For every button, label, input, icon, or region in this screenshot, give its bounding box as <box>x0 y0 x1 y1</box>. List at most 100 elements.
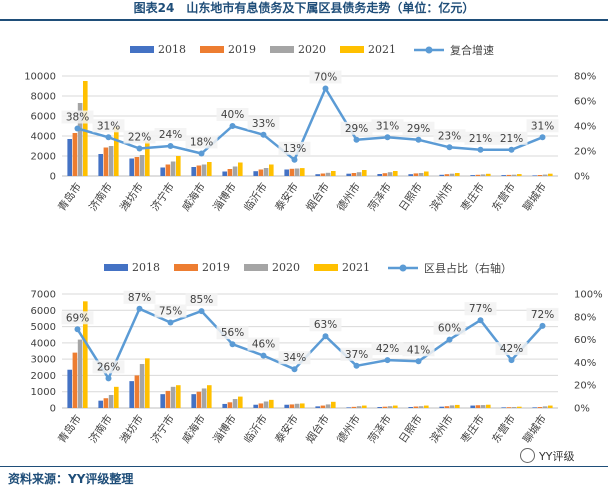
line-series <box>77 87 543 162</box>
legend-label-2021: 2021 <box>368 43 396 56</box>
bar-2019-滨州市 <box>444 174 450 176</box>
data-label: 37% <box>345 349 368 361</box>
bar-2021-威海市 <box>207 162 212 176</box>
data-label: 18% <box>190 137 213 149</box>
data-label: 85% <box>190 294 213 306</box>
legend-label-2018: 2018 <box>132 261 160 274</box>
y-tick-label: 6000 <box>31 112 56 123</box>
data-label-bg <box>371 342 404 356</box>
data-label-bg <box>371 119 404 133</box>
bar-2018-淄博市 <box>222 403 227 408</box>
category-label: 枣庄市 <box>458 412 487 445</box>
bar-2018-烟台市 <box>315 174 320 176</box>
bar-2019-菏泽市 <box>382 406 388 408</box>
bar-2020-泰安市 <box>294 168 300 176</box>
category-label: 济宁市 <box>148 412 177 445</box>
data-label: 42% <box>376 343 399 355</box>
category-label: 临沂市 <box>241 180 270 213</box>
bar-2019-潍坊市 <box>134 375 140 408</box>
data-label: 34% <box>283 352 306 364</box>
bar-2018-聊城市 <box>532 175 537 176</box>
data-label-bg <box>433 321 466 335</box>
data-label: 23% <box>438 130 461 142</box>
legend-label-2020: 2020 <box>298 43 326 56</box>
bar-2018-枣庄市 <box>470 175 475 176</box>
legend-swatch-2019 <box>174 264 198 271</box>
bar-2020-聊城市 <box>542 174 548 176</box>
bar-2020-日照市 <box>418 406 424 408</box>
y2-tick-label: 80% <box>574 72 596 83</box>
combo-charts: 2018 2019 2020 2021 复合增速 0 2000 4000 6000 8000 100… <box>24 43 602 446</box>
bar-2021-东营市 <box>517 174 522 176</box>
line-point <box>446 144 453 151</box>
data-label: 63% <box>314 319 337 331</box>
bar-2019-东营市 <box>506 407 512 408</box>
bar-2018-临沂市 <box>253 404 258 408</box>
legend-label-line: 复合增速 <box>450 43 494 57</box>
bar-2021-淄博市 <box>238 162 243 176</box>
data-label: 87% <box>128 292 151 304</box>
data-label: 13% <box>283 143 306 155</box>
line-point <box>291 366 298 373</box>
data-label: 60% <box>438 323 461 335</box>
bar-2019-枣庄市 <box>475 174 481 176</box>
wechat-icon <box>520 448 535 463</box>
watermark: YY评级 <box>520 448 574 464</box>
data-label-bg <box>340 121 373 135</box>
bar-2021-枣庄市 <box>486 173 491 176</box>
bar-2020-烟台市 <box>325 172 331 176</box>
line-point <box>291 156 298 163</box>
bar-2021-滨州市 <box>455 173 460 176</box>
line-point <box>384 134 391 141</box>
category-label: 济宁市 <box>148 180 177 213</box>
bar-2020-临沂市 <box>263 401 269 408</box>
bar-2019-烟台市 <box>320 173 326 176</box>
data-label-bg <box>402 121 435 135</box>
bar-2020-聊城市 <box>542 406 548 408</box>
y2-tick-label: 20% <box>574 381 596 392</box>
bar-2019-淄博市 <box>227 402 233 408</box>
line-point <box>105 375 112 382</box>
bar-2021-德州市 <box>362 170 367 176</box>
line-point <box>477 146 484 153</box>
category-label: 德州市 <box>334 180 363 213</box>
bar-2018-日照市 <box>408 407 413 408</box>
bar-2021-枣庄市 <box>486 404 491 408</box>
data-label-bg <box>216 326 249 340</box>
legend-line-marker <box>399 264 407 272</box>
bar-2018-济宁市 <box>160 167 165 176</box>
data-label-bg <box>526 119 559 133</box>
bar-2019-济宁市 <box>165 164 171 176</box>
bar-2018-泰安市 <box>284 169 289 176</box>
bar-2021-济宁市 <box>176 385 181 408</box>
data-label: 31% <box>97 120 120 132</box>
bar-2018-聊城市 <box>532 407 537 408</box>
bar-2021-东营市 <box>517 406 522 408</box>
bar-2020-淄博市 <box>232 399 238 408</box>
bar-2019-德州市 <box>351 406 357 408</box>
y2-tick-label: 0% <box>574 404 590 415</box>
bar-2019-济宁市 <box>165 390 171 408</box>
bar-2021-日照市 <box>424 405 429 408</box>
data-label: 77% <box>469 303 492 315</box>
bar-2020-枣庄市 <box>480 405 486 408</box>
category-label: 日照市 <box>396 412 425 445</box>
line-point <box>353 362 360 369</box>
bar-2020-济宁市 <box>170 161 176 176</box>
legend-label-2018: 2018 <box>158 43 186 56</box>
bar-2018-临沂市 <box>253 171 258 176</box>
line-point <box>322 333 329 340</box>
line-point <box>198 308 205 315</box>
data-label-bg <box>185 135 218 149</box>
category-label: 淄博市 <box>210 180 239 213</box>
bar-2021-潍坊市 <box>145 358 150 408</box>
data-label-bg <box>154 128 187 141</box>
source-note: 资料来源：YY评级整理 <box>8 472 134 486</box>
bar-2018-威海市 <box>191 167 196 176</box>
data-label-bg <box>340 347 373 361</box>
category-label: 潍坊市 <box>117 412 146 445</box>
bar-2021-济南市 <box>114 386 119 408</box>
legend-swatch-2019 <box>200 46 224 53</box>
data-label-bg <box>61 311 94 325</box>
bar-2021-青岛市 <box>83 81 88 176</box>
